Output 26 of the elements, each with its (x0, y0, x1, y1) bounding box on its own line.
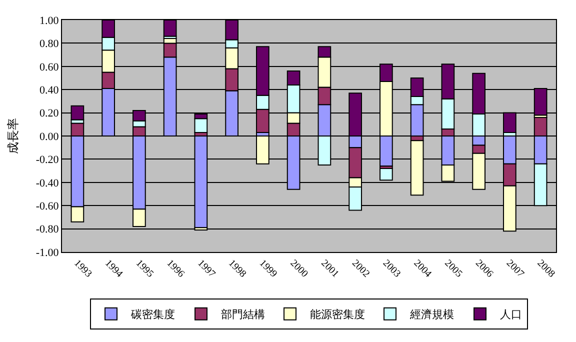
x-tick-label: 1998 (226, 258, 248, 280)
y-tick-label: -1.00 (36, 246, 60, 259)
x-tick-label: 2000 (288, 258, 310, 280)
y-tick-label: -0.20 (36, 154, 60, 166)
legend-label: 部門結構 (221, 308, 265, 322)
x-tick-label: 2007 (504, 258, 526, 280)
y-tick-label: 0.40 (40, 84, 60, 96)
x-tick-label: 1996 (164, 258, 186, 280)
y-tick-label: 0.20 (40, 108, 60, 120)
y-tick-label: -0.80 (36, 224, 60, 236)
x-tick-label: 1995 (134, 258, 156, 280)
legend-label: 人口 (500, 309, 522, 322)
legend-label: 碳密集度 (130, 308, 175, 322)
y-tick-label: -0.60 (36, 200, 60, 212)
y-tick-label: 0.00 (40, 130, 60, 143)
x-tick-label: 1999 (257, 258, 279, 280)
y-axis-title: 成長率 (6, 118, 20, 154)
x-tick-label: 1997 (195, 258, 218, 280)
y-tick-label: 0.80 (40, 38, 60, 50)
legend-label: 經濟規模 (409, 308, 454, 322)
x-tick-label: 1993 (72, 258, 94, 280)
y-tick-label: -0.40 (36, 177, 60, 190)
y-tick-label: 1.00 (40, 14, 60, 27)
legend-label: 能源密集度 (310, 308, 365, 322)
x-tick-label: 1994 (102, 258, 125, 280)
y-tick-label: 0.60 (40, 61, 60, 74)
